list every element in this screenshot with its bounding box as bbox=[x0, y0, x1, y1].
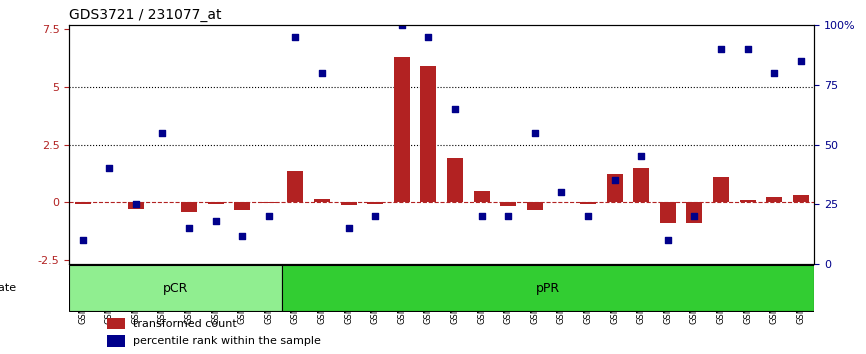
Text: pCR: pCR bbox=[163, 282, 189, 295]
Point bbox=[634, 154, 648, 159]
Point bbox=[209, 218, 223, 224]
Text: transformed count: transformed count bbox=[132, 319, 236, 329]
Bar bbox=[261, 202, 277, 203]
FancyBboxPatch shape bbox=[282, 265, 814, 311]
Text: percentile rank within the sample: percentile rank within the sample bbox=[132, 336, 320, 346]
Point bbox=[315, 70, 329, 75]
Bar bbox=[394, 57, 410, 202]
Bar bbox=[447, 158, 463, 202]
Bar bbox=[288, 171, 303, 202]
Bar bbox=[107, 335, 125, 347]
Point bbox=[794, 58, 808, 63]
Point bbox=[422, 34, 436, 40]
Point bbox=[740, 46, 754, 52]
Bar bbox=[527, 202, 543, 210]
Bar bbox=[128, 202, 144, 209]
Bar bbox=[208, 202, 223, 204]
Bar bbox=[74, 202, 91, 204]
Text: disease state: disease state bbox=[0, 283, 16, 293]
Bar bbox=[713, 177, 729, 202]
Bar bbox=[340, 202, 357, 205]
Bar bbox=[107, 318, 125, 329]
Point bbox=[608, 178, 622, 183]
FancyBboxPatch shape bbox=[69, 265, 282, 311]
Bar bbox=[420, 66, 436, 202]
Bar bbox=[740, 200, 755, 202]
Bar bbox=[501, 202, 516, 206]
Bar bbox=[367, 202, 383, 204]
Text: GDS3721 / 231077_at: GDS3721 / 231077_at bbox=[69, 8, 222, 22]
Bar bbox=[633, 167, 650, 202]
Bar bbox=[660, 202, 675, 223]
Bar bbox=[687, 202, 702, 223]
Point bbox=[341, 225, 355, 231]
Point bbox=[448, 106, 462, 112]
Point bbox=[156, 130, 170, 135]
Point bbox=[102, 166, 116, 171]
Bar bbox=[314, 199, 330, 202]
Bar bbox=[474, 190, 489, 202]
Point bbox=[661, 238, 675, 243]
Bar bbox=[606, 175, 623, 202]
Point bbox=[581, 213, 595, 219]
Point bbox=[554, 190, 568, 195]
Point bbox=[395, 22, 409, 28]
Point bbox=[767, 70, 781, 75]
Bar bbox=[234, 202, 250, 210]
Point bbox=[475, 213, 488, 219]
Bar bbox=[181, 202, 197, 212]
Bar bbox=[792, 195, 809, 202]
Point bbox=[714, 46, 727, 52]
Point bbox=[75, 238, 89, 243]
Text: pPR: pPR bbox=[536, 282, 560, 295]
Point bbox=[129, 201, 143, 207]
Bar bbox=[766, 198, 782, 202]
Point bbox=[236, 233, 249, 238]
Point bbox=[288, 34, 302, 40]
Point bbox=[262, 213, 275, 219]
Point bbox=[688, 213, 701, 219]
Point bbox=[501, 213, 515, 219]
Point bbox=[527, 130, 541, 135]
Bar bbox=[580, 202, 596, 204]
Point bbox=[368, 213, 382, 219]
Point bbox=[182, 225, 196, 231]
